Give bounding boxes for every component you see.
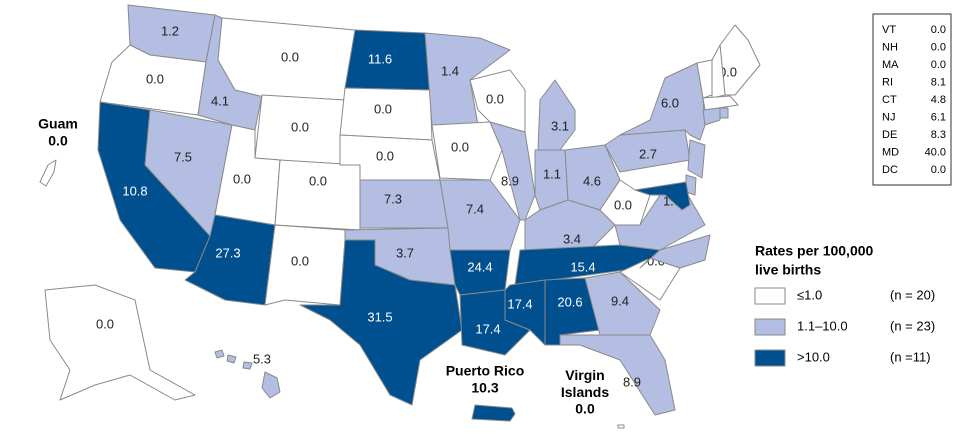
state-value: 0.0 — [233, 171, 251, 186]
territory — [39, 159, 57, 187]
table-state: MA — [882, 59, 899, 71]
table-state: DE — [882, 129, 897, 141]
state — [634, 181, 691, 211]
table-state: DC — [882, 164, 898, 176]
territory-name: Guam — [38, 116, 78, 132]
state-value: 7.3 — [384, 191, 402, 206]
table-value: 8.3 — [931, 129, 946, 141]
state-value: 3.1 — [551, 118, 569, 133]
state-value: 2.7 — [639, 146, 657, 161]
state-value: 0.0 — [309, 173, 327, 188]
territory — [617, 424, 625, 429]
state-value: 1.2 — [161, 23, 179, 38]
state-value: 0.0 — [291, 119, 309, 134]
state-value: 20.6 — [557, 294, 582, 309]
state-value: 17.4 — [475, 321, 500, 336]
state — [719, 107, 729, 119]
state — [299, 239, 463, 406]
territory-value: 10.3 — [471, 380, 498, 396]
legend-swatch — [754, 349, 786, 367]
state-value: 4.1 — [211, 93, 229, 108]
state-value: 3.4 — [563, 231, 581, 246]
table-value: 0.0 — [931, 164, 946, 176]
territory — [471, 404, 516, 422]
legend-title: live births — [755, 262, 821, 278]
state-value: 9.4 — [611, 293, 629, 308]
state-value: 0.0 — [376, 148, 394, 163]
table-state: VT — [882, 24, 896, 36]
state — [359, 179, 449, 229]
table-value: 8.1 — [931, 76, 946, 88]
state-value: 5.3 — [253, 351, 271, 366]
state — [687, 139, 706, 179]
state — [44, 284, 196, 401]
state — [702, 95, 739, 111]
state-value: 0.0 — [614, 197, 632, 212]
state — [604, 129, 691, 173]
legend-label: 1.1–10.0 — [797, 318, 848, 333]
state-value: 8.9 — [501, 173, 519, 188]
state-value: 0.0 — [451, 139, 469, 154]
state-value: 1.4 — [441, 63, 459, 78]
legend-count: (n =11) — [890, 349, 931, 364]
table-state: CT — [882, 94, 897, 106]
state-value: 4.6 — [583, 173, 601, 188]
state — [537, 79, 576, 151]
state — [719, 24, 761, 96]
legend-label: ≤1.0 — [797, 287, 822, 302]
state-value: 31.5 — [367, 309, 392, 324]
state-value: 3.7 — [396, 245, 414, 260]
state — [559, 334, 676, 416]
inset-table-border — [872, 13, 952, 186]
state-value: 10.8 — [122, 183, 147, 198]
state — [274, 159, 361, 231]
state — [214, 349, 281, 399]
legend-count: (n = 23) — [890, 318, 935, 333]
legend-swatch — [754, 287, 786, 305]
state — [584, 271, 661, 336]
state-value: 0.0 — [281, 49, 299, 64]
state-value: 0.0 — [486, 91, 504, 106]
table-value: 6.1 — [931, 111, 946, 123]
territory-value: 0.0 — [575, 401, 595, 417]
territory-name: Puerto Rico — [446, 363, 525, 379]
state — [431, 121, 503, 181]
territory-name: Virgin Islands — [561, 367, 609, 400]
state-value: 8.9 — [623, 374, 641, 389]
state-value: 27.3 — [215, 245, 240, 260]
state-value: 7.5 — [174, 149, 192, 164]
state-value: 11.6 — [368, 51, 392, 66]
state-value: 6.0 — [661, 95, 679, 110]
table-state: MD — [882, 146, 899, 158]
table-value: 4.8 — [931, 94, 946, 106]
state-value: 0.0 — [374, 101, 392, 116]
table-value: 0.0 — [931, 59, 946, 71]
table-state: RI — [882, 76, 893, 88]
state-value: 1.1 — [543, 166, 561, 181]
territory-value: 0.0 — [48, 133, 68, 149]
state-value: 7.4 — [466, 201, 484, 216]
table-value: 40.0 — [925, 146, 946, 158]
state-value: 24.4 — [467, 259, 492, 274]
legend-swatch — [754, 318, 786, 336]
legend-title: Rates per 100,000 — [755, 243, 874, 259]
state-value: 0.0 — [96, 316, 114, 331]
table-value: 0.0 — [931, 24, 946, 36]
state-value: 0.0 — [146, 71, 164, 86]
state — [702, 107, 721, 126]
table-state: NH — [882, 41, 898, 53]
table-state: NJ — [882, 111, 895, 123]
legend-label: >10.0 — [797, 349, 830, 364]
legend-count: (n = 20) — [890, 287, 935, 302]
state-value: 17.4 — [507, 296, 532, 311]
state-value: 0.0 — [291, 253, 309, 268]
table-value: 0.0 — [931, 41, 946, 53]
state-value: 15.4 — [570, 259, 595, 274]
state — [711, 44, 726, 99]
